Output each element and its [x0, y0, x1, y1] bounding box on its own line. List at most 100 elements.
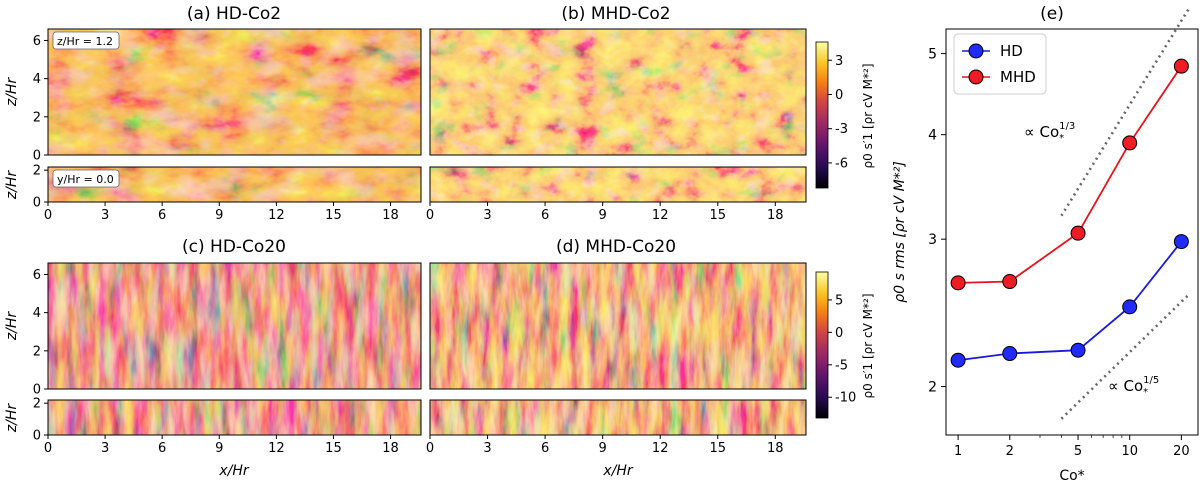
colorbar-top-tick-label: -6 — [835, 156, 848, 171]
chart-e-xtick-label: 20 — [1173, 444, 1190, 459]
chart-e-plot: 1 2 5 10 20 2 3 4 5 ∝ Co*1/3 ∝ Co*1/5 — [928, 8, 1190, 459]
panel-d-title: (d) MHD-Co20 — [556, 237, 676, 257]
axis-ticks: 0 3 6 9 12 15 18 0 3 6 9 12 15 18 0 3 6 9 12 15 18 0 3 6 9 12 15 18… — [33, 34, 857, 456]
heatmap-b-horizontal — [430, 29, 806, 155]
panel-e-title: (e) — [1040, 4, 1064, 24]
reference-label-1: ∝ Co*1/3 — [1024, 121, 1075, 144]
series-mhd-point — [1122, 135, 1138, 151]
x-c-tick-label: 15 — [325, 441, 342, 456]
x-c-tick-label: 9 — [215, 441, 223, 456]
series-hd-point — [1070, 342, 1086, 358]
z-a-small-tick-label: 0 — [33, 196, 41, 211]
legend-mhd-label: MHD — [1000, 68, 1036, 86]
legend-hd-label: HD — [1000, 42, 1023, 60]
heatmap-b-vertical — [430, 167, 806, 202]
colorbar-bottom-tick-label: 5 — [835, 293, 843, 308]
chart-e-xtick-label: 2 — [1006, 444, 1014, 459]
colorbar-bottom-label: ρ0 s′1 [ρr cV M*²] — [861, 293, 875, 398]
z-c-tick-label: 0 — [33, 383, 41, 398]
x-a-tick-label: 6 — [158, 208, 166, 223]
z-c-tick-label: 2 — [33, 344, 41, 359]
colorbar-top-tick-label: 0 — [835, 88, 843, 103]
z-a-tick-label: 2 — [33, 110, 41, 125]
z-c-tick-label: 6 — [33, 268, 41, 283]
z-c-small-tick-label: 0 — [33, 429, 41, 444]
heatmap-c-vertical — [48, 400, 421, 435]
panel-b-title: (b) MHD-Co2 — [561, 4, 670, 24]
series-hd-point — [1122, 299, 1138, 315]
x-b-tick-label: 18 — [767, 208, 784, 223]
x-b-tick-label: 6 — [541, 208, 549, 223]
series-mhd-point — [1070, 225, 1086, 241]
panel-a-title: (a) HD-Co2 — [187, 4, 281, 24]
x-a-tick-label: 15 — [325, 208, 342, 223]
reference-label-2: ∝ Co*1/5 — [1108, 375, 1159, 398]
colorbar-top-tick-label: -3 — [835, 122, 848, 137]
reference-line-1 — [1060, 8, 1190, 217]
colorbar-top-tick-label: 3 — [835, 54, 843, 69]
series-hd-line — [957, 241, 1183, 362]
colorbar-bottom-tick-label: -5 — [835, 358, 848, 373]
z-axis-label-a: z/Hr — [4, 77, 20, 108]
heatmap-a-horizontal — [48, 29, 421, 155]
chart-e-xtick-label: 10 — [1121, 444, 1138, 459]
chart-e-ytick-label: 2 — [928, 379, 937, 395]
chart-e-frame — [945, 28, 1199, 436]
x-axis-label-c: x/Hr — [218, 463, 250, 479]
y-slice-annotation: y/Hr = 0.0 — [57, 173, 114, 186]
x-a-tick-label: 3 — [101, 208, 109, 223]
x-c-tick-label: 6 — [158, 441, 166, 456]
x-c-tick-label: 3 — [101, 441, 109, 456]
x-d-tick-label: 0 — [426, 441, 434, 456]
x-c-tick-label: 0 — [44, 441, 52, 456]
x-c-tick-label: 18 — [382, 441, 399, 456]
colorbar-top — [815, 41, 829, 189]
panel-c-title: (c) HD-Co20 — [182, 237, 286, 257]
x-axis-label-d: x/Hr — [602, 463, 634, 479]
z-a-tick-label: 0 — [33, 149, 41, 164]
chart-e-ytick-label: 5 — [928, 47, 937, 63]
heatmap-d-vertical — [430, 400, 806, 435]
x-b-tick-label: 3 — [483, 208, 491, 223]
colorbar-bottom-tick-label: 0 — [835, 326, 843, 341]
chart-e-ytick-label: 3 — [928, 232, 937, 248]
z-c-small-tick-label: 2 — [33, 397, 41, 412]
x-b-tick-label: 15 — [709, 208, 726, 223]
legend-mhd-marker — [968, 69, 984, 85]
chart-e-xtick-label: 5 — [1074, 444, 1082, 459]
z-slice-annotation: z/Hr = 1.2 — [57, 35, 113, 48]
series-mhd-point — [950, 275, 966, 291]
chart-e-ytick-label: 4 — [928, 128, 937, 144]
z-a-tick-label: 6 — [33, 34, 41, 49]
series-mhd-point — [1173, 58, 1189, 74]
colorbar-top-label: ρ0 s′1 [ρr cV M*²] — [861, 63, 875, 168]
z-axis-label-c-small: z/Hr — [4, 403, 20, 434]
series-hd-point — [950, 352, 966, 368]
x-a-tick-label: 12 — [268, 208, 285, 223]
z-a-tick-label: 4 — [33, 72, 41, 87]
series-hd-point — [1173, 234, 1189, 250]
x-b-tick-label: 0 — [426, 208, 434, 223]
x-d-tick-label: 3 — [483, 441, 491, 456]
z-a-small-tick-label: 2 — [33, 164, 41, 179]
colorbar-bottom-tick-label: -10 — [835, 391, 856, 406]
series-mhd-point — [1002, 274, 1018, 290]
chart-e-xtick-label: 1 — [954, 444, 962, 459]
z-axis-label-a-small: z/Hr — [4, 170, 20, 201]
x-b-tick-label: 12 — [652, 208, 669, 223]
heatmap-d-horizontal — [430, 263, 806, 389]
chart-e-ylabel: ρ0 s rms [ρr cV M*²] — [892, 161, 908, 303]
colorbar-bottom — [815, 271, 829, 419]
z-axis-label-c: z/Hr — [4, 311, 20, 342]
x-b-tick-label: 9 — [599, 208, 607, 223]
x-c-tick-label: 12 — [268, 441, 285, 456]
x-a-tick-label: 0 — [44, 208, 52, 223]
series-hd-point — [1002, 346, 1018, 362]
series-mhd-line — [958, 65, 1183, 284]
heatmap-c-horizontal — [48, 263, 421, 389]
x-d-tick-label: 12 — [652, 441, 669, 456]
x-d-tick-label: 9 — [599, 441, 607, 456]
x-d-tick-label: 15 — [709, 441, 726, 456]
x-a-tick-label: 18 — [382, 208, 399, 223]
